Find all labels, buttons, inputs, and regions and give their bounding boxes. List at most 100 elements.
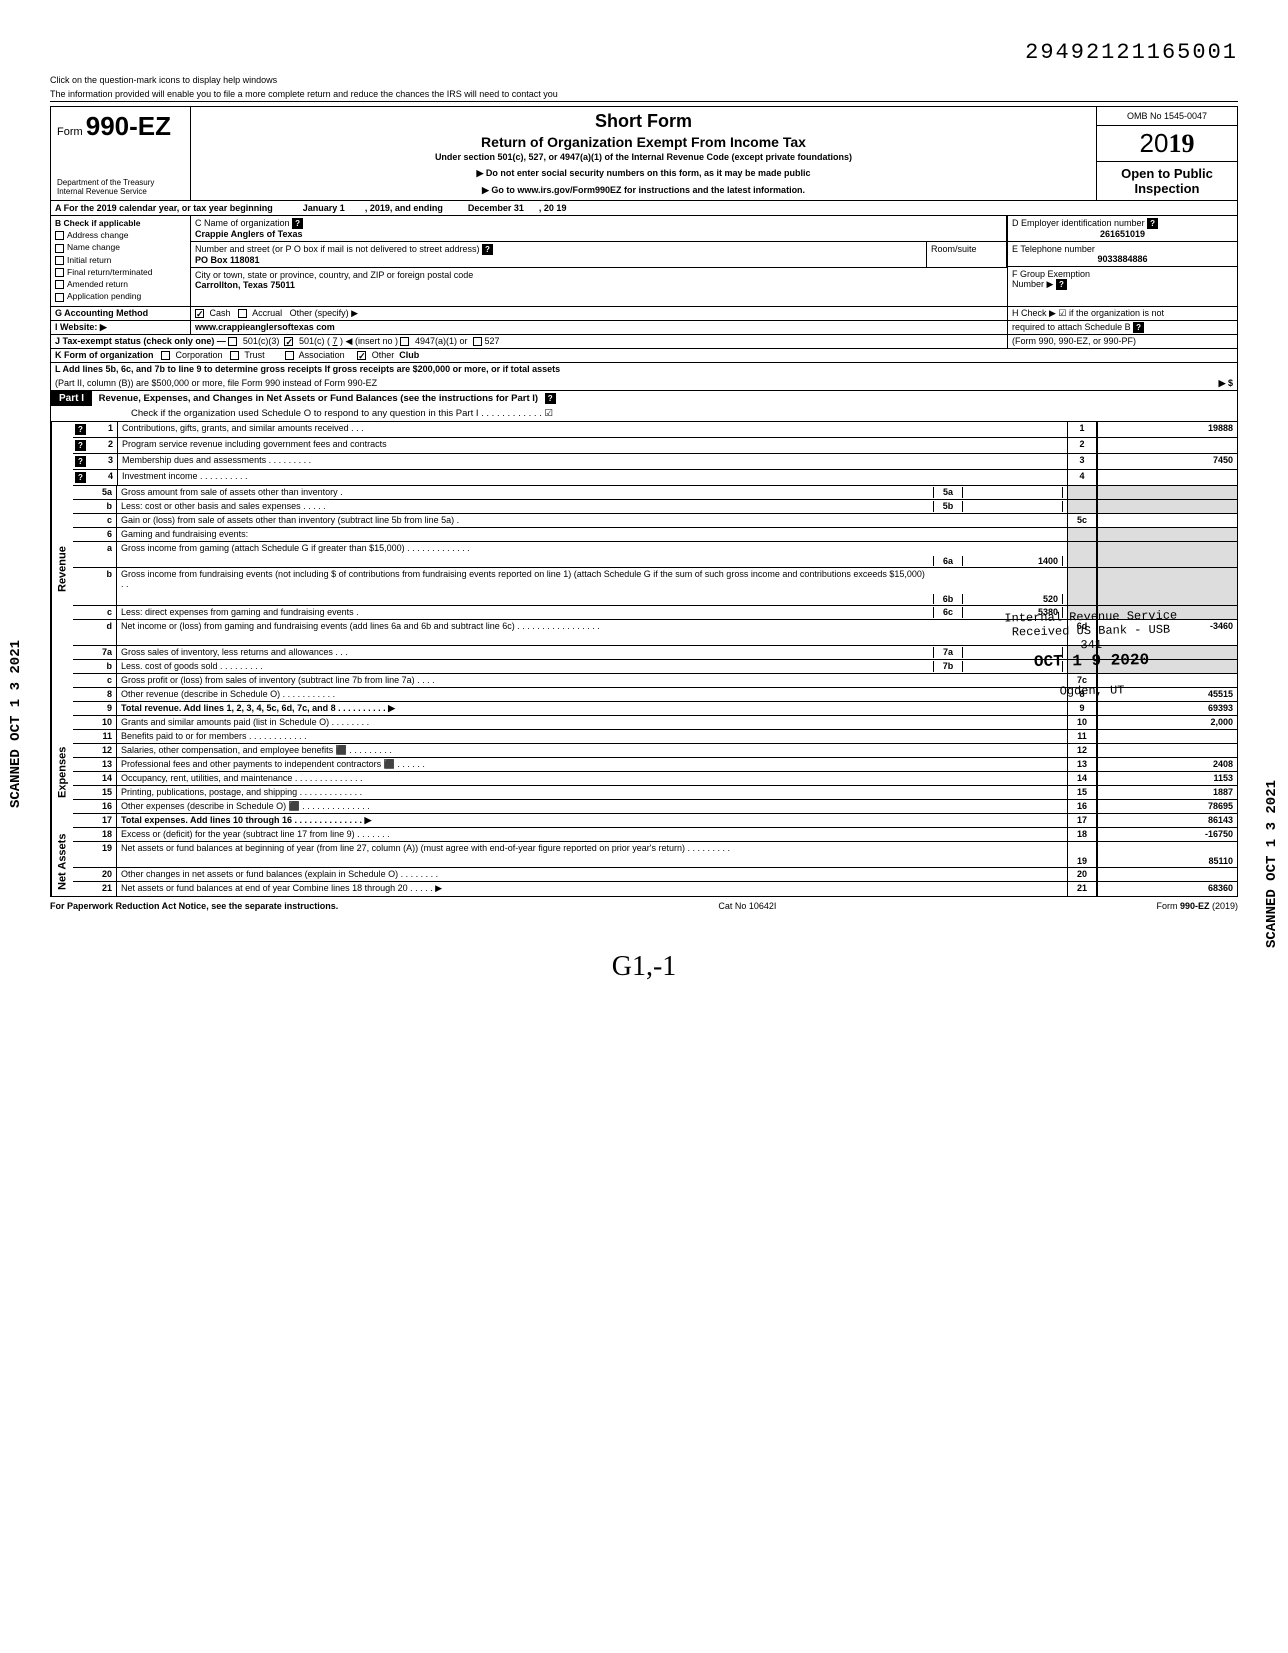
ln-6b-num: b xyxy=(87,568,117,605)
ln-7a-num: 7a xyxy=(87,646,117,659)
ln-14-box: 14 xyxy=(1067,772,1097,785)
instructions-link: ▶ Go to www.irs.gov/Form990EZ for instru… xyxy=(199,185,1088,196)
k-label: K Form of organization xyxy=(55,350,154,360)
ln-12-box: 12 xyxy=(1067,744,1097,757)
help-icon[interactable] xyxy=(75,440,86,451)
dept-treasury: Department of the Treasury xyxy=(57,178,184,187)
phone-value: 9033884886 xyxy=(1012,254,1233,264)
g-label: G Accounting Method xyxy=(55,308,148,318)
ln-5a-ib: 5a xyxy=(933,487,963,498)
ln-10-desc: Grants and similar amounts paid (list in… xyxy=(117,716,1067,729)
ln-7c-num: c xyxy=(87,674,117,687)
lbl-app-pending: Application pending xyxy=(67,291,141,301)
ln-17-val: 86143 xyxy=(1097,814,1237,827)
lbl-accrual: Accrual xyxy=(252,308,282,318)
row-a-end: December 31 xyxy=(468,203,524,213)
ln-5a-desc: Gross amount from sale of assets other t… xyxy=(117,486,929,499)
ln-2-desc: Program service revenue including govern… xyxy=(118,438,1067,453)
chk-4947[interactable] xyxy=(400,337,409,346)
ln-2-val xyxy=(1097,438,1237,453)
ln-8-num: 8 xyxy=(87,688,117,701)
help-icon[interactable] xyxy=(1133,322,1144,333)
chk-trust[interactable] xyxy=(230,351,239,360)
h-check: H Check ▶ ☑ if the organization is not xyxy=(1012,308,1164,318)
l-arrow: ▶ $ xyxy=(1219,378,1233,388)
i-label: I Website: ▶ xyxy=(55,322,107,332)
website-url: www.crappieanglersoftexas com xyxy=(195,322,335,332)
street-address: PO Box 118081 xyxy=(195,255,260,265)
part-i-check: Check if the organization used Schedule … xyxy=(51,406,1237,421)
chk-527[interactable] xyxy=(473,337,482,346)
ln-1-val: 19888 xyxy=(1097,422,1237,437)
ln-20-val xyxy=(1097,868,1237,881)
chk-cash[interactable] xyxy=(195,309,204,318)
ln-15-num: 15 xyxy=(87,786,117,799)
ln-21-val: 68360 xyxy=(1097,882,1237,896)
ln-6a-ib: 6a xyxy=(933,556,963,566)
help-icon[interactable] xyxy=(292,218,303,229)
ln-13-box: 13 xyxy=(1067,758,1097,771)
help-icon[interactable] xyxy=(75,424,86,435)
lbl-other-method: Other (specify) ▶ xyxy=(290,308,358,318)
ln-5b-iv xyxy=(963,501,1063,512)
ln-17-desc: Total expenses. Add lines 10 through 16 … xyxy=(117,814,1067,827)
ln-15-desc: Printing, publications, postage, and shi… xyxy=(117,786,1067,799)
row-g-accounting: G Accounting Method Cash Accrual Other (… xyxy=(51,307,1237,321)
ln-16-box: 16 xyxy=(1067,800,1097,813)
lbl-final-return: Final return/terminated xyxy=(67,267,153,277)
ln-6a-iv: 1400 xyxy=(963,556,1063,566)
ln-5c-val xyxy=(1097,514,1237,527)
help-icon[interactable] xyxy=(545,393,556,404)
help-icon[interactable] xyxy=(482,244,493,255)
ln-9-num: 9 xyxy=(87,702,117,715)
chk-other-org[interactable] xyxy=(357,351,366,360)
lbl-amended: Amended return xyxy=(67,279,128,289)
ln-1-box: 1 xyxy=(1067,422,1097,437)
form-subtitle: Under section 501(c), 527, or 4947(a)(1)… xyxy=(199,152,1088,162)
ln-3-box: 3 xyxy=(1067,454,1097,469)
chk-app-pending[interactable] xyxy=(55,293,64,302)
ln-19-val: 85110 xyxy=(1097,842,1237,867)
ln-5b-ib: 5b xyxy=(933,501,963,512)
chk-name-change[interactable] xyxy=(55,244,64,253)
ln-7c-desc: Gross profit or (loss) from sales of inv… xyxy=(117,674,1067,687)
help-icon[interactable] xyxy=(1147,218,1158,229)
chk-final-return[interactable] xyxy=(55,268,64,277)
help-icon[interactable] xyxy=(75,456,86,467)
form-label: Form xyxy=(57,126,83,138)
chk-amended[interactable] xyxy=(55,280,64,289)
ln-16-val: 78695 xyxy=(1097,800,1237,813)
lbl-assoc: Association xyxy=(299,350,345,360)
ln-5a-num: 5a xyxy=(87,486,117,499)
ln-17-num: 17 xyxy=(87,814,117,827)
ln-12-desc: Salaries, other compensation, and employ… xyxy=(117,744,1067,757)
chk-assoc[interactable] xyxy=(285,351,294,360)
h-line2: required to attach Schedule B xyxy=(1012,322,1131,332)
chk-corp[interactable] xyxy=(161,351,170,360)
chk-address-change[interactable] xyxy=(55,231,64,240)
chk-501c[interactable] xyxy=(284,337,293,346)
chk-initial-return[interactable] xyxy=(55,256,64,265)
c-label: C Name of organization xyxy=(195,218,290,228)
row-a-begin: January 1 xyxy=(303,203,345,213)
ln-5b-num: b xyxy=(87,500,117,513)
ssn-warning: ▶ Do not enter social security numbers o… xyxy=(199,168,1088,179)
help-icon[interactable] xyxy=(1056,279,1067,290)
ln-11-desc: Benefits paid to or for members . . . . … xyxy=(117,730,1067,743)
ln-13-val: 2408 xyxy=(1097,758,1237,771)
ln-6c-num: c xyxy=(87,606,117,619)
ln-6a-desc: Gross income from gaming (attach Schedul… xyxy=(117,542,929,567)
ln-3-num: 3 xyxy=(88,454,118,469)
ln-6b-ib: 6b xyxy=(933,594,963,604)
ln-12-num: 12 xyxy=(87,744,117,757)
chk-accrual[interactable] xyxy=(238,309,247,318)
scanned-stamp-right: SCANNED OCT 1 3 2021 xyxy=(1264,780,1280,948)
chk-501c3[interactable] xyxy=(228,337,237,346)
row-k-form-org: K Form of organization Corporation Trust… xyxy=(51,349,1237,363)
ln-9-desc: Total revenue. Add lines 1, 2, 3, 4, 5c,… xyxy=(117,702,1067,715)
ln-3-val: 7450 xyxy=(1097,454,1237,469)
row-i-website: I Website: ▶ www.crappieanglersoftexas c… xyxy=(51,321,1237,335)
help-icon[interactable] xyxy=(75,472,86,483)
omb-number: OMB No 1545-0047 xyxy=(1097,107,1237,126)
h-line3: (Form 990, 990-EZ, or 990-PF) xyxy=(1012,336,1136,346)
